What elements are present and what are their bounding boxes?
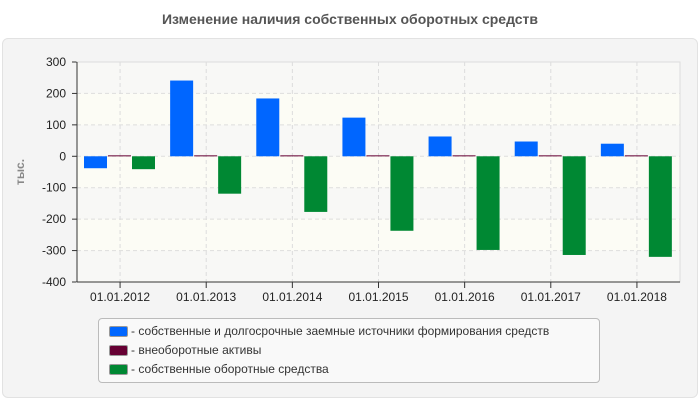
bar-3-01.01.2015 xyxy=(390,156,414,231)
bar-3-01.01.2012 xyxy=(132,156,155,170)
y-tick-label: 0 xyxy=(59,149,66,163)
x-tick-label: 01.01.2013 xyxy=(176,290,236,304)
bar-3-01.01.2016 xyxy=(476,156,500,250)
bar-3-01.01.2013 xyxy=(218,156,242,194)
bar-1-01.01.2015 xyxy=(342,117,366,157)
bar-1-01.01.2016 xyxy=(428,136,452,157)
y-tick-label: -200 xyxy=(42,212,66,226)
legend-label: - собственные оборотные средства xyxy=(131,362,329,376)
legend-item[interactable]: - собственные оборотные средства xyxy=(109,362,329,376)
bar-2-01.01.2014 xyxy=(280,155,304,157)
y-tick-label: -400 xyxy=(42,275,66,289)
legend-item[interactable]: - собственные и долгосрочные заемные ист… xyxy=(109,324,549,338)
y-tick-label: -300 xyxy=(42,244,66,258)
y-tick-label: 300 xyxy=(46,55,66,69)
x-tick-label: 01.01.2016 xyxy=(435,290,495,304)
bar-2-01.01.2018 xyxy=(624,155,648,157)
legend-swatch xyxy=(109,363,128,375)
bar-2-01.01.2017 xyxy=(538,155,562,157)
y-axis-label: тыс. xyxy=(13,159,27,185)
legend: - собственные и долгосрочные заемные ист… xyxy=(98,318,600,383)
legend-swatch xyxy=(109,325,128,337)
bar-3-01.01.2017 xyxy=(562,156,586,255)
x-tick-label: 01.01.2014 xyxy=(262,290,322,304)
bar-2-01.01.2016 xyxy=(452,155,476,157)
y-tick-label: 100 xyxy=(46,118,66,132)
legend-label: - внеоборотные активы xyxy=(131,343,262,357)
x-tick-label: 01.01.2015 xyxy=(348,290,408,304)
y-tick-label: -100 xyxy=(42,181,66,195)
legend-label: - собственные и долгосрочные заемные ист… xyxy=(131,324,550,338)
x-tick-label: 01.01.2018 xyxy=(607,290,667,304)
bar-2-01.01.2012 xyxy=(108,155,131,157)
bar-3-01.01.2018 xyxy=(648,156,672,257)
bar-1-01.01.2017 xyxy=(514,141,538,157)
bar-2-01.01.2013 xyxy=(194,155,218,157)
bar-1-01.01.2013 xyxy=(170,80,194,157)
x-tick-label: 01.01.2017 xyxy=(521,290,581,304)
chart-title: Изменение наличия собственных оборотных … xyxy=(161,11,539,27)
bar-3-01.01.2014 xyxy=(304,156,328,212)
bar-1-01.01.2012 xyxy=(84,156,107,169)
bar-2-01.01.2015 xyxy=(366,155,390,157)
legend-item[interactable]: - внеоборотные активы xyxy=(109,343,261,357)
bar-1-01.01.2018 xyxy=(600,143,624,157)
legend-swatch xyxy=(109,344,128,356)
bar-1-01.01.2014 xyxy=(256,98,280,157)
y-tick-label: 200 xyxy=(46,86,66,100)
x-tick-label: 01.01.2012 xyxy=(90,290,150,304)
